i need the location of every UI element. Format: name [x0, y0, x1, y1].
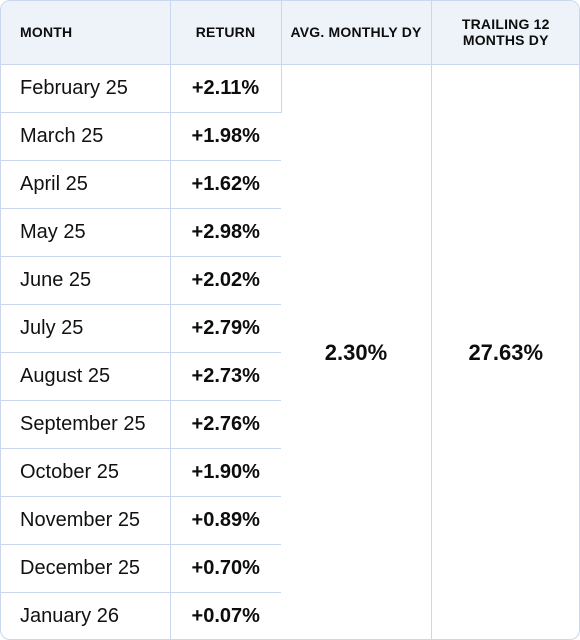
- table-row: June 25 +2.02%: [1, 256, 579, 305]
- month-cell: July 25: [1, 304, 171, 353]
- return-cell: +1.98%: [170, 112, 281, 161]
- table-row: April 25 +1.62%: [1, 160, 579, 209]
- month-cell: January 26: [1, 592, 171, 639]
- return-cell: +2.11%: [170, 64, 282, 113]
- return-cell: +1.62%: [170, 160, 281, 209]
- month-cell: November 25: [1, 496, 171, 545]
- return-cell: +0.70%: [170, 544, 281, 593]
- month-cell: March 25: [1, 112, 171, 161]
- month-cell: June 25: [1, 256, 171, 305]
- return-cell: +2.79%: [170, 304, 281, 353]
- return-cell: +2.02%: [170, 256, 281, 305]
- table-header: MONTH RETURN AVG. MONTHLY DY TRAILING 12…: [1, 1, 579, 65]
- table-body: February 25 +2.11% 2.30% 27.63% March 25…: [1, 64, 579, 639]
- table-row: August 25 +2.73%: [1, 352, 579, 401]
- month-cell: December 25: [1, 544, 171, 593]
- return-cell: +2.76%: [170, 400, 281, 449]
- month-cell: September 25: [1, 400, 171, 449]
- table-row: November 25 +0.89%: [1, 496, 579, 545]
- return-cell: +0.07%: [191, 605, 260, 627]
- month-cell: May 25: [1, 208, 171, 257]
- table-row: March 25 +1.98%: [1, 112, 579, 161]
- table-row: May 25 +2.98%: [1, 208, 579, 257]
- table-row: October 25 +1.90%: [1, 448, 579, 497]
- table-row: July 25 +2.79%: [1, 304, 579, 353]
- month-cell: August 25: [1, 352, 171, 401]
- table-row: January 26 +0.07%: [1, 592, 579, 639]
- return-cell: +2.73%: [170, 352, 281, 401]
- month-cell: October 25: [1, 448, 171, 497]
- avg-monthly-dy-column-header: AVG. MONTHLY DY: [281, 1, 432, 65]
- month-cell: February 25: [1, 64, 171, 113]
- trailing-12-months-dy-value: 27.63%: [468, 339, 544, 365]
- month-column-header: MONTH: [1, 1, 171, 65]
- table-row: February 25 +2.11% 2.30% 27.63%: [1, 64, 579, 639]
- return-cell: +0.89%: [170, 496, 281, 545]
- trailing-12-months-dy-column-header: TRAILING 12 MONTHS DY: [431, 1, 579, 65]
- return-column-header: RETURN: [170, 1, 282, 65]
- avg-monthly-dy-value: 2.30%: [281, 64, 432, 639]
- table-row: September 25 +2.76%: [1, 400, 579, 449]
- month-cell: April 25: [1, 160, 171, 209]
- header-row: MONTH RETURN AVG. MONTHLY DY TRAILING 12…: [1, 1, 579, 65]
- return-cell: +1.90%: [170, 448, 281, 497]
- return-cell: +2.98%: [170, 208, 281, 257]
- table-row: December 25 +0.70%: [1, 544, 579, 593]
